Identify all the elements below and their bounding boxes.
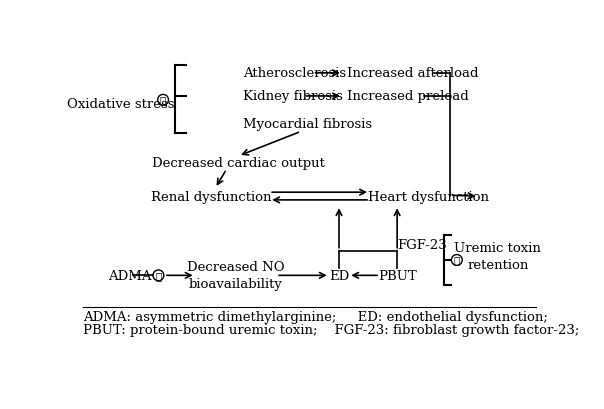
Text: Myocardial fibrosis: Myocardial fibrosis: [243, 118, 372, 131]
Text: PBUT: protein-bound uremic toxin;    FGF-23: fibroblast growth factor-23;: PBUT: protein-bound uremic toxin; FGF-23…: [83, 323, 580, 336]
Text: Increased preload: Increased preload: [347, 90, 469, 103]
Text: Oxidative stress: Oxidative stress: [66, 98, 174, 111]
Text: Renal dysfunction: Renal dysfunction: [151, 190, 271, 203]
Text: ③: ③: [454, 256, 460, 265]
Text: Decreased NO
bioavailability: Decreased NO bioavailability: [187, 261, 284, 291]
Text: Kidney fibrosis: Kidney fibrosis: [243, 90, 343, 103]
Text: ①: ①: [160, 96, 166, 105]
Text: Heart dysfunction: Heart dysfunction: [368, 190, 489, 203]
Text: ②: ②: [155, 271, 161, 280]
Text: Increased afterload: Increased afterload: [347, 67, 478, 80]
Text: Atherosclerosis: Atherosclerosis: [243, 67, 346, 80]
Text: Uremic toxin
retention: Uremic toxin retention: [454, 241, 541, 272]
Text: ADMA: asymmetric dimethylarginine;     ED: endothelial dysfunction;: ADMA: asymmetric dimethylarginine; ED: e…: [83, 310, 548, 323]
Text: Decreased cardiac output: Decreased cardiac output: [152, 156, 325, 169]
Text: PBUT: PBUT: [378, 269, 417, 282]
Text: ED: ED: [329, 269, 349, 282]
Text: FGF-23: FGF-23: [397, 238, 447, 252]
Text: ADMA: ADMA: [108, 269, 152, 282]
